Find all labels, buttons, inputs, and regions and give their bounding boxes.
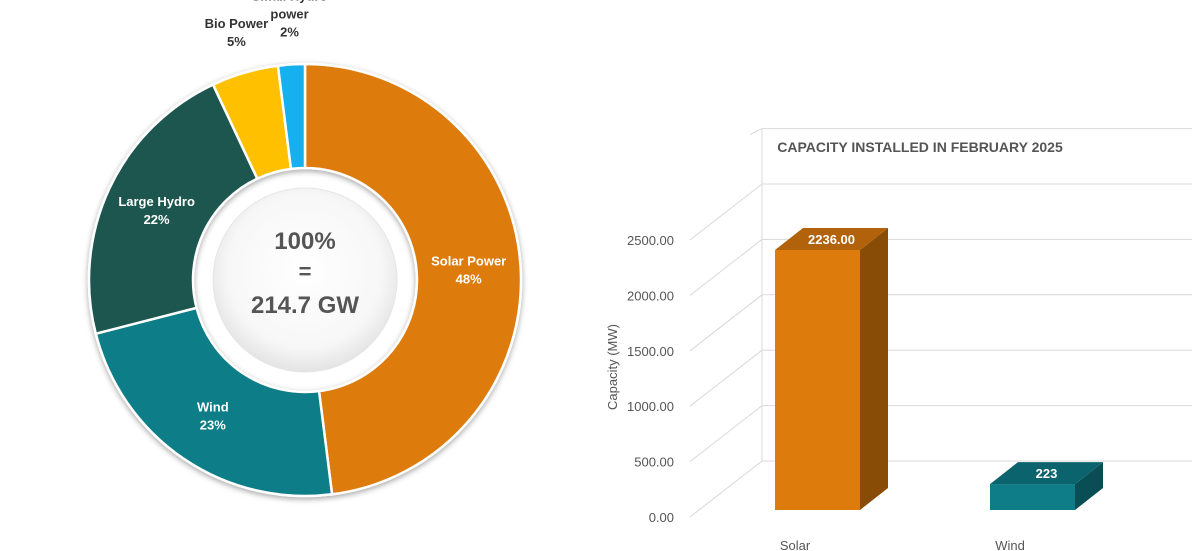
x-category-label-solar: Solar xyxy=(780,538,811,551)
donut-slice-large-hydro xyxy=(87,82,259,336)
bar-wind-side xyxy=(1075,462,1103,510)
grid-diagonal xyxy=(689,183,763,241)
x-category-label-wind: Wind xyxy=(995,538,1025,551)
bar-bars: 2236.00 223 xyxy=(775,228,1103,510)
donut-label-solar-power: Solar Power xyxy=(431,254,506,269)
donut-percent-small-hydro-power: 2% xyxy=(280,24,299,39)
grid-diagonal xyxy=(689,239,763,296)
donut-percent-wind: 23% xyxy=(200,418,226,433)
donut-chart: 100% = 214.7 GW Solar Power 48% Wind 23% Lar… xyxy=(87,0,523,498)
donut-center-equals: = xyxy=(299,259,312,284)
bar-solar-side xyxy=(860,228,888,510)
donut-percent-large-hydro: 22% xyxy=(144,212,170,227)
bar-categories: Solar Wind xyxy=(780,538,1025,551)
bar-ticks: 0.00 500.00 1000.00 1500.00 2000.00 2500.00 xyxy=(627,233,674,525)
donut-label-small-hydro-power-line2: power xyxy=(270,6,308,21)
donut-center-total: 214.7 GW xyxy=(251,292,359,319)
donut-percent-solar-power: 48% xyxy=(456,272,482,287)
donut-label-large-hydro: Large Hydro xyxy=(118,194,195,209)
y-tick-label: 0.00 xyxy=(649,510,674,525)
donut-labels: Solar Power 48% Wind 23% Large Hydro 22% Bio P… xyxy=(118,0,506,433)
bar-chart-title: CAPACITY INSTALLED IN FEBRUARY 2025 xyxy=(777,139,1063,155)
y-tick-label: 2500.00 xyxy=(627,233,674,248)
bar-wind-data-label: 223 xyxy=(1036,466,1058,481)
grid-diagonal xyxy=(689,405,763,462)
grid-diagonal xyxy=(689,294,763,352)
donut-slice-solar-power xyxy=(303,62,523,496)
bar-solar xyxy=(775,250,860,510)
bar-wind-top xyxy=(990,462,1103,485)
donut-slices xyxy=(87,62,523,498)
donut-label-bio-power: Bio Power xyxy=(205,16,269,31)
grid-diagonal xyxy=(689,460,763,518)
y-tick-label: 1500.00 xyxy=(627,344,674,359)
bar-wind xyxy=(990,484,1075,510)
grid-diagonal xyxy=(749,128,763,136)
bar-chart-ylabel: Capacity (MW) xyxy=(605,324,620,410)
grid-diagonal xyxy=(689,349,763,407)
y-tick-label: 500.00 xyxy=(634,455,674,470)
y-tick-label: 1000.00 xyxy=(627,399,674,414)
bar-grid xyxy=(689,128,1192,518)
bar-solar-top xyxy=(775,228,888,250)
donut-slice-wind xyxy=(94,306,334,498)
donut-label-small-hydro-power-line1: Small Hydro xyxy=(252,0,328,3)
y-tick-label: 2000.00 xyxy=(627,288,674,303)
donut-label-wind: Wind xyxy=(197,400,229,415)
bar-solar-data-label: 2236.00 xyxy=(808,232,855,247)
donut-slice-small-hydro-power xyxy=(276,62,307,171)
donut-percent-bio-power: 5% xyxy=(227,34,246,49)
donut-center-disc xyxy=(212,187,398,373)
donut-center-percent: 100% xyxy=(274,228,335,255)
